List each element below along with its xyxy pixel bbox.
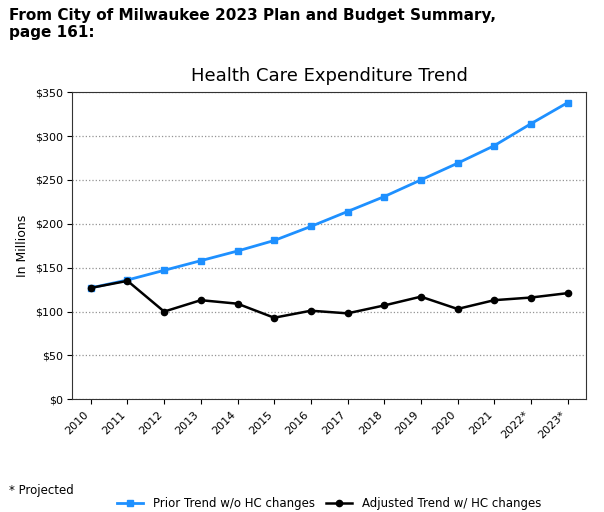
- Adjusted Trend w/ HC changes: [87, 285, 94, 291]
- Adjusted Trend w/ HC changes: [124, 278, 131, 284]
- Prior Trend w/o HC changes: [271, 238, 278, 244]
- Legend: Prior Trend w/o HC changes, Adjusted Trend w/ HC changes: Prior Trend w/o HC changes, Adjusted Tre…: [117, 498, 541, 510]
- Adjusted Trend w/ HC changes: [344, 310, 351, 316]
- Line: Adjusted Trend w/ HC changes: Adjusted Trend w/ HC changes: [88, 278, 571, 321]
- Prior Trend w/o HC changes: [344, 208, 351, 215]
- Adjusted Trend w/ HC changes: [454, 306, 461, 312]
- Text: From City of Milwaukee 2023 Plan and Budget Summary,
page 161:: From City of Milwaukee 2023 Plan and Bud…: [9, 8, 496, 40]
- Prior Trend w/o HC changes: [234, 248, 241, 254]
- Line: Prior Trend w/o HC changes: Prior Trend w/o HC changes: [88, 99, 571, 291]
- Adjusted Trend w/ HC changes: [564, 290, 571, 296]
- Adjusted Trend w/ HC changes: [307, 308, 315, 314]
- Adjusted Trend w/ HC changes: [490, 297, 498, 303]
- Adjusted Trend w/ HC changes: [417, 293, 425, 300]
- Prior Trend w/o HC changes: [307, 223, 315, 229]
- Prior Trend w/o HC changes: [381, 194, 388, 200]
- Prior Trend w/o HC changes: [417, 177, 425, 183]
- Adjusted Trend w/ HC changes: [234, 301, 241, 307]
- Prior Trend w/o HC changes: [490, 143, 498, 149]
- Prior Trend w/o HC changes: [197, 258, 204, 264]
- Adjusted Trend w/ HC changes: [527, 294, 535, 301]
- Prior Trend w/o HC changes: [124, 277, 131, 283]
- Text: * Projected: * Projected: [9, 484, 74, 497]
- Prior Trend w/o HC changes: [454, 160, 461, 166]
- Adjusted Trend w/ HC changes: [197, 297, 204, 303]
- Y-axis label: In Millions: In Millions: [16, 215, 29, 277]
- Adjusted Trend w/ HC changes: [271, 315, 278, 321]
- Prior Trend w/o HC changes: [527, 121, 535, 127]
- Prior Trend w/o HC changes: [564, 100, 571, 106]
- Prior Trend w/o HC changes: [87, 285, 94, 291]
- Adjusted Trend w/ HC changes: [161, 309, 168, 315]
- Title: Health Care Expenditure Trend: Health Care Expenditure Trend: [191, 67, 467, 85]
- Adjusted Trend w/ HC changes: [381, 303, 388, 309]
- Prior Trend w/o HC changes: [161, 267, 168, 273]
